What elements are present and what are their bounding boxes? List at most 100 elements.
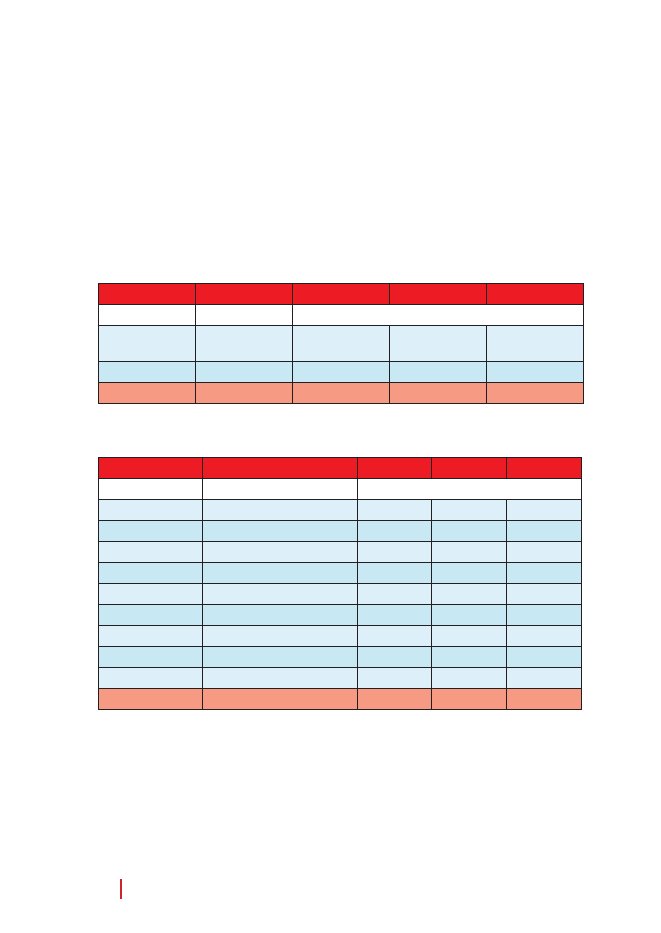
table-cell [357,499,432,521]
table-2 [98,457,582,710]
table-cell [486,382,584,404]
table-cell [98,583,203,605]
table-cell [202,562,358,584]
table-cell [98,325,196,362]
table-cell [357,604,432,626]
table-row [98,325,584,362]
table-row [98,604,582,626]
table-cell [202,625,358,647]
table-1 [98,283,584,404]
table-cell [195,382,293,404]
table-cell [357,646,432,668]
table-cell [98,604,203,626]
table-cell [195,304,293,326]
table-cell [202,604,358,626]
table-cell [506,625,582,647]
table-cell [506,583,582,605]
table-row [98,478,582,500]
header-cell [98,283,196,305]
table-cell [506,604,582,626]
table-cell [506,688,582,710]
table-cell [506,646,582,668]
table-cell [357,667,432,689]
table-cell [506,667,582,689]
header-cell [202,457,358,479]
table-cell [486,325,584,362]
table-cell [506,499,582,521]
table-cell [431,562,507,584]
table-cell [357,688,432,710]
table-cell [202,667,358,689]
table-cell [431,499,507,521]
table-total-row [98,382,584,404]
table-cell [389,382,487,404]
table-cell [506,541,582,563]
merged-cell [357,478,582,500]
table-cell [431,520,507,542]
table-row [98,541,582,563]
table-cell [486,361,584,383]
header-cell [292,283,390,305]
table-cell [98,667,203,689]
table-cell [98,541,203,563]
table-cell [98,520,203,542]
table-cell [202,541,358,563]
table-cell [506,520,582,542]
merged-cell [292,304,584,326]
table-cell [98,478,203,500]
table-cell [292,382,390,404]
table-header-row [98,283,584,305]
table-row [98,361,584,383]
table-cell [431,688,507,710]
table-cell [431,625,507,647]
table-cell [357,541,432,563]
header-cell [486,283,584,305]
table-cell [357,562,432,584]
table-cell [202,646,358,668]
header-cell [357,457,432,479]
table-cell [357,520,432,542]
header-cell [98,457,203,479]
table-cell [98,646,203,668]
table-cell [98,382,196,404]
page-marker-line [120,879,122,899]
table-cell [431,583,507,605]
table-cell [202,688,358,710]
table-row [98,499,582,521]
table-cell [357,583,432,605]
header-cell [506,457,582,479]
table-subheader-row [98,304,584,326]
table-cell [431,604,507,626]
table-row [98,562,582,584]
table-cell [292,325,390,362]
table-cell [506,562,582,584]
table-row [98,646,582,668]
header-cell [195,283,293,305]
table-cell [98,361,196,383]
table-cell [389,325,487,362]
header-cell [431,457,507,479]
table-2-body [98,457,582,710]
table-row [98,520,582,542]
table-cell [357,625,432,647]
table-cell [98,688,203,710]
table-cell [98,625,203,647]
table-cell [195,325,293,362]
table-cell [195,361,293,383]
table-header-row [98,457,582,479]
table-cell [431,667,507,689]
table-cell [431,541,507,563]
table-cell [98,562,203,584]
table-row [98,625,582,647]
table-row [98,583,582,605]
table-cell [202,478,358,500]
header-cell [389,283,487,305]
table-cell [389,361,487,383]
table-cell [98,499,203,521]
table-total-row [98,688,582,710]
table-cell [292,361,390,383]
table-row [98,667,582,689]
table-cell [202,520,358,542]
table-cell [202,583,358,605]
table-cell [98,304,196,326]
